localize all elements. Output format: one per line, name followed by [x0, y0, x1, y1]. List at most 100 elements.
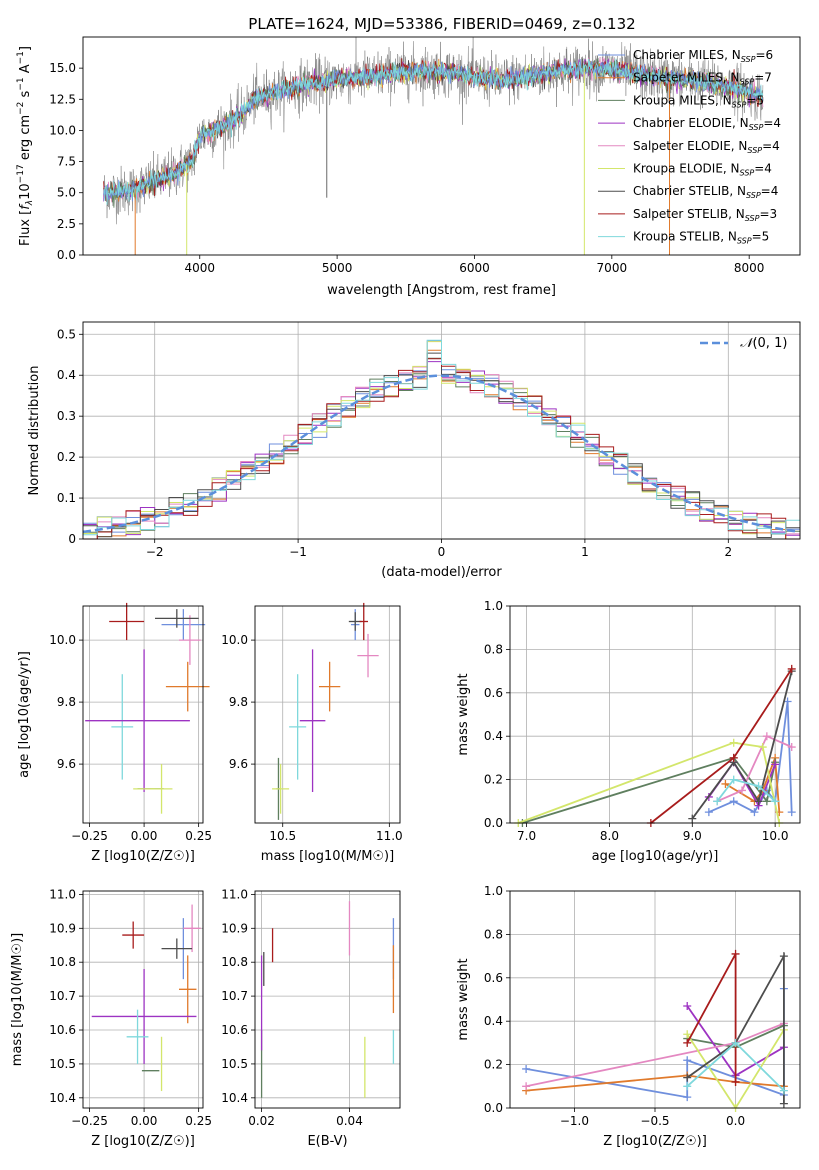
- y-tick-label: 10.8: [221, 955, 248, 969]
- legend-label-SS: Salpeter STELIB, NSSP=3: [633, 207, 777, 223]
- legend-label-KE: Kroupa ELODIE, NSSP=4: [633, 162, 772, 178]
- y-tick-label: 10.9: [49, 921, 76, 935]
- weight-marker-KS: [754, 782, 763, 791]
- y-tick-label: 10.6: [221, 1023, 248, 1037]
- y-tick-label: 0.0: [57, 248, 76, 262]
- mass_vs_ebv-frame: [254, 890, 401, 1109]
- y-tick-label: 15.0: [49, 61, 76, 75]
- mass_vs_Z-axes: −0.25 0.00 0.25 10.4 10.5 10.6 10.7 10.8 10.9 11.…: [49, 887, 212, 1128]
- weight-marker-SS: [729, 753, 738, 762]
- weight-marker-SS: [731, 1077, 740, 1086]
- y-tick-label: 10.5: [221, 1057, 248, 1071]
- y-tick-label: 0.4: [484, 729, 503, 743]
- mass_vs_Z-y-axis-label: mass [log10(M/M☉)]: [10, 933, 25, 1066]
- massweight_vs_Z-x-axis-label: Z [log10(Z/Z☉)]: [603, 1134, 707, 1149]
- y-tick-label: 12.5: [49, 92, 76, 106]
- weight-marker-KM: [762, 797, 771, 806]
- y-tick-label: 10.0: [49, 633, 76, 647]
- x-tick-label: −1.0: [560, 1114, 589, 1128]
- weight-marker-KS: [779, 1086, 788, 1095]
- y-tick-label: 0: [68, 532, 76, 546]
- weight-line-SM: [526, 1074, 784, 1092]
- x-tick-label: 7000: [597, 261, 628, 275]
- histogram-SS: [83, 358, 800, 540]
- weight-marker-SS: [731, 949, 740, 958]
- x-tick-label: 7.0: [517, 829, 536, 843]
- y-tick-label: 0.8: [484, 927, 503, 941]
- y-tick-label: 10.4: [49, 1091, 76, 1105]
- normal-curve: [82, 374, 798, 534]
- y-tick-label: 11.0: [49, 887, 76, 901]
- x-tick-label: −2: [146, 545, 164, 559]
- age_vs_Z-x-axis-label: Z [log10(Z/Z☉)]: [91, 849, 195, 864]
- x-tick-label: −1: [289, 545, 307, 559]
- weight-marker-CS: [688, 814, 697, 823]
- x-tick-label: 0.00: [131, 1114, 158, 1128]
- age_vs_Z-frame: [82, 605, 204, 824]
- legend-label-CM: Chabrier MILES, NSSP=6: [633, 48, 773, 64]
- weight-marker-KS: [683, 1082, 692, 1091]
- y-tick-label: 0.4: [57, 368, 76, 382]
- weight-marker-CM: [683, 1093, 692, 1102]
- weight-marker-CM: [522, 1064, 531, 1073]
- y-tick-label: 0.0: [484, 816, 503, 830]
- y-tick-label: 0.4: [484, 1014, 503, 1028]
- residuals-frame: [82, 321, 801, 540]
- histogram-CS: [83, 352, 800, 538]
- y-tick-label: 10.5: [49, 1057, 76, 1071]
- weight-marker-KS: [771, 797, 780, 806]
- weight-marker-KE: [683, 1030, 692, 1039]
- y-tick-label: 0.1: [57, 491, 76, 505]
- weight-marker-SS: [787, 664, 796, 673]
- x-tick-label: 8000: [734, 261, 765, 275]
- legend-label-normal: 𝒩(0, 1): [740, 336, 787, 351]
- massweight_vs_age-frame: [509, 605, 801, 824]
- weight-marker-KE: [758, 743, 767, 752]
- y-tick-label: 0.8: [484, 642, 503, 656]
- plots-layer: 4000 5000 6000 7000 80000.02.55.07.510.012.5…: [10, 36, 801, 1149]
- y-tick-label: 9.6: [57, 757, 76, 771]
- legend-label-CS: Chabrier STELIB, NSSP=4: [633, 184, 778, 200]
- x-tick-label: 5000: [322, 261, 353, 275]
- legend-label-SM: Salpeter MILES, NSSP=7: [633, 71, 772, 87]
- weight-marker-CM: [787, 808, 796, 817]
- massweight_vs_Z-axes: −1.0 −0.5 0.0 0.0 0.2 0.4 0.6 0.8 1.0: [484, 884, 800, 1128]
- x-tick-label: −0.25: [71, 1114, 108, 1128]
- y-tick-label: 2.5: [57, 217, 76, 231]
- y-tick-label: 1.0: [484, 599, 503, 613]
- x-tick-label: −0.25: [71, 829, 108, 843]
- x-tick-label: 0.25: [185, 829, 212, 843]
- weight-marker-CS: [683, 1073, 692, 1082]
- weight-line-KS: [716, 778, 776, 802]
- y-tick-label: 0.0: [484, 1101, 503, 1115]
- residuals-axes: −2 −1 0 1 2 0 0.1 0.2 0.3 0.4 0.5: [57, 322, 800, 559]
- spectrum-data-line: [103, 36, 764, 225]
- weight-marker-KS: [713, 797, 722, 806]
- weight-marker-KE: [729, 738, 738, 747]
- age_vs_mass-frame: [254, 605, 401, 824]
- y-tick-label: 0.5: [57, 327, 76, 341]
- x-tick-label: 0.00: [131, 829, 158, 843]
- massweight_vs_Z-frame: [509, 890, 801, 1109]
- y-tick-label: 0.3: [57, 409, 76, 423]
- weight-marker-CM: [704, 808, 713, 817]
- y-tick-label: 10.9: [221, 921, 248, 935]
- spectrum-legend: Chabrier MILES, NSSP=6 Salpeter MILES, NS…: [598, 48, 781, 246]
- massweight_vs_Z-y-axis-label: mass weight: [456, 958, 471, 1040]
- legend-label-CE: Chabrier ELODIE, NSSP=4: [633, 116, 781, 132]
- legend-label-SE: Salpeter ELODIE, NSSP=4: [633, 139, 780, 155]
- mass_vs_Z-x-axis-label: Z [log10(Z/Z☉)]: [91, 1134, 195, 1149]
- weight-line-CS: [691, 670, 793, 820]
- weight-marker-SE: [522, 1082, 531, 1091]
- y-tick-label: 0.2: [57, 450, 76, 464]
- x-tick-label: 0.0: [726, 1114, 745, 1128]
- weight-marker-CS: [779, 1099, 788, 1108]
- legend-label-KS: Kroupa STELIB, NSSP=5: [633, 230, 769, 246]
- y-tick-label: 9.6: [229, 757, 248, 771]
- x-tick-label: 1: [581, 545, 589, 559]
- massweight_vs_age-y-axis-label: mass weight: [456, 673, 471, 755]
- mass_vs_ebv-x-axis-label: E(B-V): [307, 1134, 347, 1149]
- residuals-y-axis-label: Normed distribution: [27, 366, 42, 496]
- y-tick-label: 1.0: [484, 884, 503, 898]
